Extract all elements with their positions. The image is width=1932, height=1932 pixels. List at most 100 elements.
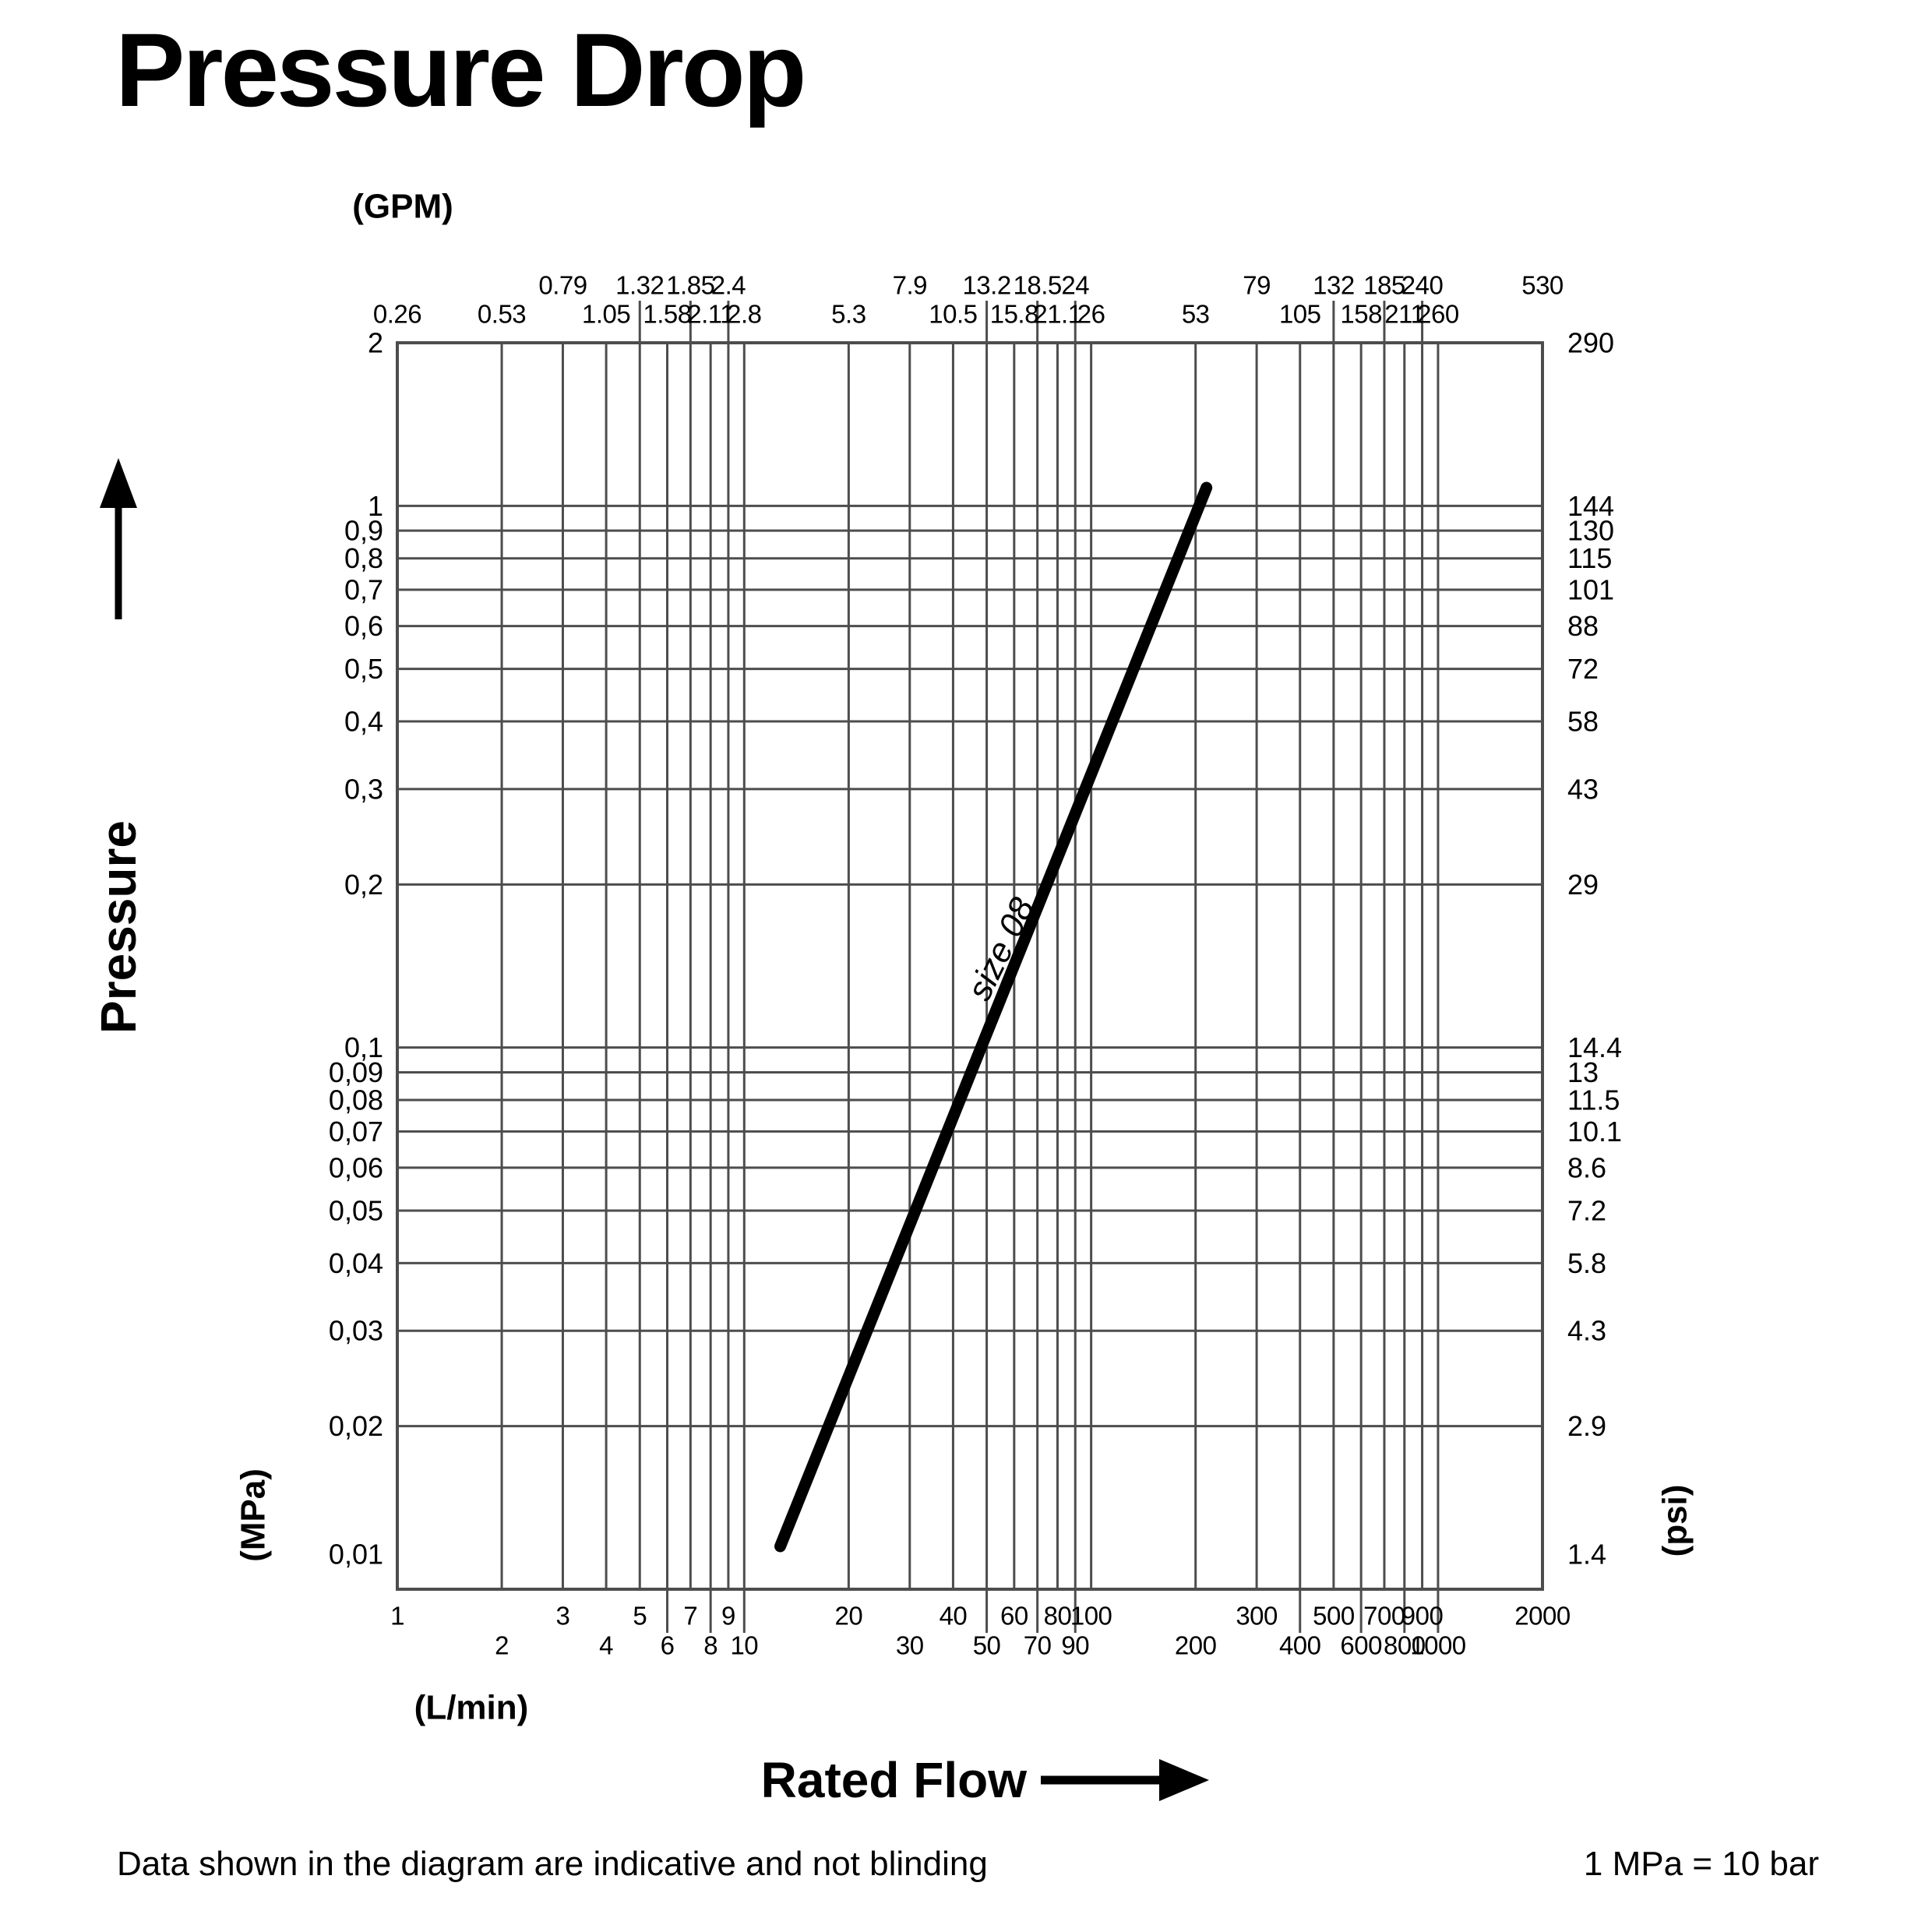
series-line-size-08: [774, 481, 1213, 1553]
psi-tick-label: 4.3: [1567, 1315, 1606, 1347]
lmin-tick-label: 9: [721, 1602, 735, 1631]
psi-tick-label: 14.4: [1567, 1031, 1622, 1063]
lmin-tick-label: 20: [835, 1602, 863, 1631]
psi-tick-label: 5.8: [1567, 1247, 1606, 1279]
gpm-tick-label: 18.5: [1014, 271, 1062, 300]
lmin-tick-label: 400: [1279, 1631, 1321, 1660]
gpm-tick-label: 0.26: [373, 300, 421, 329]
lmin-tick-label: 50: [973, 1631, 1001, 1660]
gpm-tick-label: 2.11: [687, 300, 734, 329]
page-title: Pressure Drop: [115, 12, 806, 129]
gpm-tick-label: 79: [1243, 271, 1271, 300]
gpm-tick-label: 530: [1521, 271, 1564, 300]
mpa-tick-label: 0,9: [344, 515, 383, 547]
psi-tick-label: 88: [1567, 610, 1599, 642]
lmin-tick-label: 90: [1061, 1631, 1089, 1660]
mpa-tick-label: 0,05: [329, 1194, 383, 1226]
gpm-tick-label: 15.8: [990, 300, 1038, 329]
gpm-tick-label: 240: [1401, 271, 1444, 300]
psi-axis-unit: (psi): [1656, 1485, 1694, 1557]
gpm-axis-unit: (GPM): [352, 188, 453, 226]
lmin-axis-unit: (L/min): [414, 1689, 529, 1727]
lmin-tick-label: 40: [940, 1602, 968, 1631]
mpa-tick-label: 2: [368, 327, 383, 359]
mpa-axis-unit: (MPa): [234, 1468, 273, 1562]
lmin-tick-label: 4: [599, 1631, 613, 1660]
mpa-tick-label: 0,7: [344, 574, 383, 606]
lmin-tick-label: 60: [1000, 1602, 1028, 1631]
psi-tick-label: 101: [1567, 574, 1614, 606]
psi-tick-label: 13: [1567, 1056, 1599, 1088]
lmin-tick-label: 600: [1340, 1631, 1382, 1660]
gpm-tick-label: 105: [1279, 300, 1321, 329]
psi-tick-label: 2.9: [1567, 1410, 1606, 1442]
psi-tick-label: 11.5: [1567, 1084, 1620, 1116]
lmin-tick-label: 3: [556, 1602, 570, 1631]
lmin-tick-label: 100: [1070, 1602, 1112, 1631]
psi-tick-label: 58: [1567, 706, 1599, 738]
gpm-tick-label: 1.32: [615, 271, 664, 300]
psi-tick-label: 8.6: [1567, 1151, 1606, 1183]
mpa-tick-label: 0,3: [344, 773, 383, 805]
up-arrowhead-icon: [100, 458, 137, 508]
footnote-indicative: Data shown in the diagram are indicative…: [117, 1845, 988, 1883]
gpm-tick-label: 0.79: [538, 271, 587, 300]
pressure-axis-title: Pressure: [90, 820, 146, 1034]
lmin-tick-label: 10: [730, 1631, 758, 1660]
right-arrowhead-icon: [1159, 1759, 1209, 1801]
rated-flow-axis-title: Rated Flow: [761, 1752, 1028, 1808]
mpa-tick-label: 0,08: [329, 1084, 383, 1116]
series-label-size-08: size 08: [960, 891, 1042, 1006]
psi-tick-label: 1.4: [1567, 1539, 1606, 1571]
mpa-tick-label: 0,1: [344, 1031, 383, 1063]
gpm-tick-label: 1.58: [643, 300, 691, 329]
lmin-tick-label: 80: [1044, 1602, 1072, 1631]
gpm-tick-label: 132: [1313, 271, 1355, 300]
gpm-tick-label: 53: [1182, 300, 1210, 329]
lmin-tick-label: 700: [1363, 1602, 1405, 1631]
lmin-tick-label: 7: [683, 1602, 697, 1631]
gpm-tick-label: 13.2: [962, 271, 1010, 300]
mpa-tick-label: 0,01: [329, 1539, 383, 1571]
lmin-tick-label: 6: [661, 1631, 675, 1660]
footnote-unit-conversion: 1 MPa = 10 bar: [1583, 1845, 1819, 1883]
gpm-tick-label: 10.5: [929, 300, 977, 329]
gpm-tick-label: 2.8: [727, 300, 761, 329]
lmin-tick-label: 30: [896, 1631, 924, 1660]
psi-tick-label: 144: [1567, 490, 1614, 522]
lmin-tick-label: 500: [1313, 1602, 1355, 1631]
gpm-tick-label: 24: [1061, 271, 1089, 300]
lmin-tick-label: 5: [633, 1602, 647, 1631]
lmin-tick-label: 1: [390, 1602, 404, 1631]
gpm-tick-label: 260: [1417, 300, 1459, 329]
psi-tick-label: 29: [1567, 869, 1599, 901]
lmin-tick-label: 200: [1175, 1631, 1217, 1660]
gpm-tick-label: 185: [1363, 271, 1405, 300]
lmin-tick-label: 70: [1024, 1631, 1052, 1660]
psi-tick-label: 10.1: [1567, 1116, 1622, 1148]
gpm-tick-label: 0.53: [478, 300, 526, 329]
gpm-tick-label: 2.4: [711, 271, 746, 300]
mpa-tick-label: 0,4: [344, 706, 383, 738]
lmin-tick-label: 2000: [1514, 1602, 1571, 1631]
lmin-tick-label: 2: [495, 1631, 509, 1660]
psi-tick-label: 43: [1567, 773, 1599, 805]
gpm-tick-label: 1.85: [666, 271, 714, 300]
lmin-tick-label: 900: [1401, 1602, 1444, 1631]
mpa-tick-label: 0,6: [344, 610, 383, 642]
mpa-tick-label: 0,04: [329, 1247, 383, 1279]
psi-tick-label: 72: [1567, 653, 1599, 685]
gpm-tick-label: 26: [1077, 300, 1105, 329]
mpa-tick-label: 0,07: [329, 1116, 383, 1148]
plot-border: [396, 341, 1544, 1591]
gpm-tick-label: 5.3: [831, 300, 866, 329]
lmin-tick-label: 8: [703, 1631, 717, 1660]
gpm-tick-label: 7.9: [893, 271, 927, 300]
mpa-tick-label: 0,02: [329, 1410, 383, 1442]
mpa-tick-label: 0,03: [329, 1315, 383, 1347]
mpa-tick-label: 0,09: [329, 1056, 383, 1088]
psi-tick-label: 115: [1567, 542, 1612, 574]
psi-tick-label: 290: [1567, 327, 1614, 359]
gpm-tick-label: 158: [1340, 300, 1382, 329]
